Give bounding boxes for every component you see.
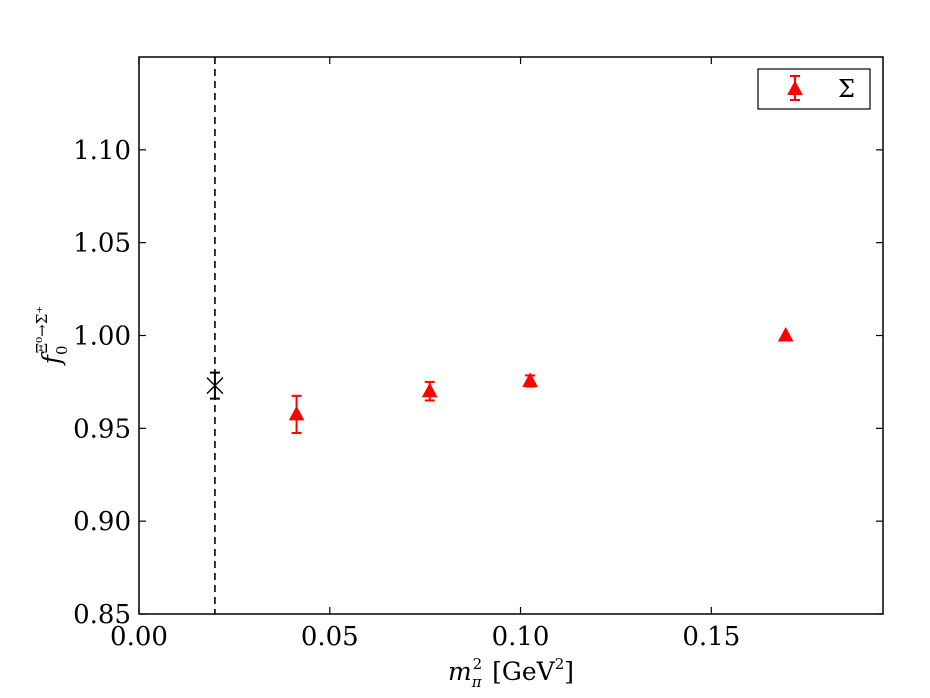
x-tick-label: 0.00: [110, 622, 168, 652]
y-tick-label: 1.05: [73, 229, 131, 259]
y-axis-ticks: 0.85 0.90 0.95 1.00 1.05 1.10: [73, 136, 883, 630]
x-tick-label: 0.10: [492, 622, 550, 652]
plot-frame: [138, 56, 884, 615]
data-point-triangle: [421, 382, 438, 398]
x-tick-label: 0.05: [301, 622, 359, 652]
data-points: [206, 326, 794, 434]
y-axis-label: f0Ξ⁰→Σ⁺: [33, 306, 71, 366]
legend-label: Σ: [838, 75, 855, 103]
data-point-triangle: [777, 326, 794, 342]
legend-box: [757, 68, 871, 110]
y-tick-label: 0.95: [73, 414, 131, 444]
x-axis-ticks: 0.00 0.05 0.10 0.15: [110, 57, 740, 652]
y-tick-label: 0.90: [73, 507, 131, 537]
x-tick-label: 0.15: [682, 622, 740, 652]
data-point-triangle: [288, 405, 305, 421]
legend: Σ: [757, 68, 871, 110]
y-tick-label: 1.10: [73, 136, 131, 166]
y-tick-label: 0.85: [73, 600, 131, 630]
y-tick-label: 1.00: [73, 322, 131, 352]
legend-marker-icon: [787, 75, 803, 101]
x-axis-label: mπ2 [GeV2]: [448, 655, 574, 691]
legend-triangle: [787, 80, 803, 95]
data-point-cross: [206, 377, 224, 395]
data-point-triangle: [522, 372, 538, 387]
